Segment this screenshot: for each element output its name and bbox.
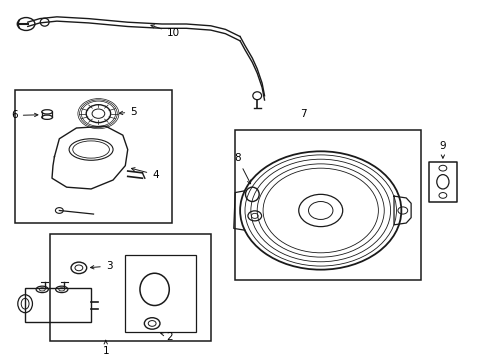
Text: 3: 3 [91,261,112,271]
Text: 5: 5 [120,107,137,117]
Text: 6: 6 [11,111,38,121]
Text: 7: 7 [300,109,307,119]
Bar [15,90,171,223]
Bar [235,130,421,280]
Text: 1: 1 [102,341,109,356]
Text: 8: 8 [234,153,250,184]
Text: 4: 4 [131,168,159,180]
Bar [49,234,211,341]
Text: 10: 10 [151,25,180,38]
Bar [125,255,196,332]
Bar [429,162,457,202]
Bar [25,288,91,321]
Text: 2: 2 [166,332,172,342]
Text: 9: 9 [440,141,446,158]
